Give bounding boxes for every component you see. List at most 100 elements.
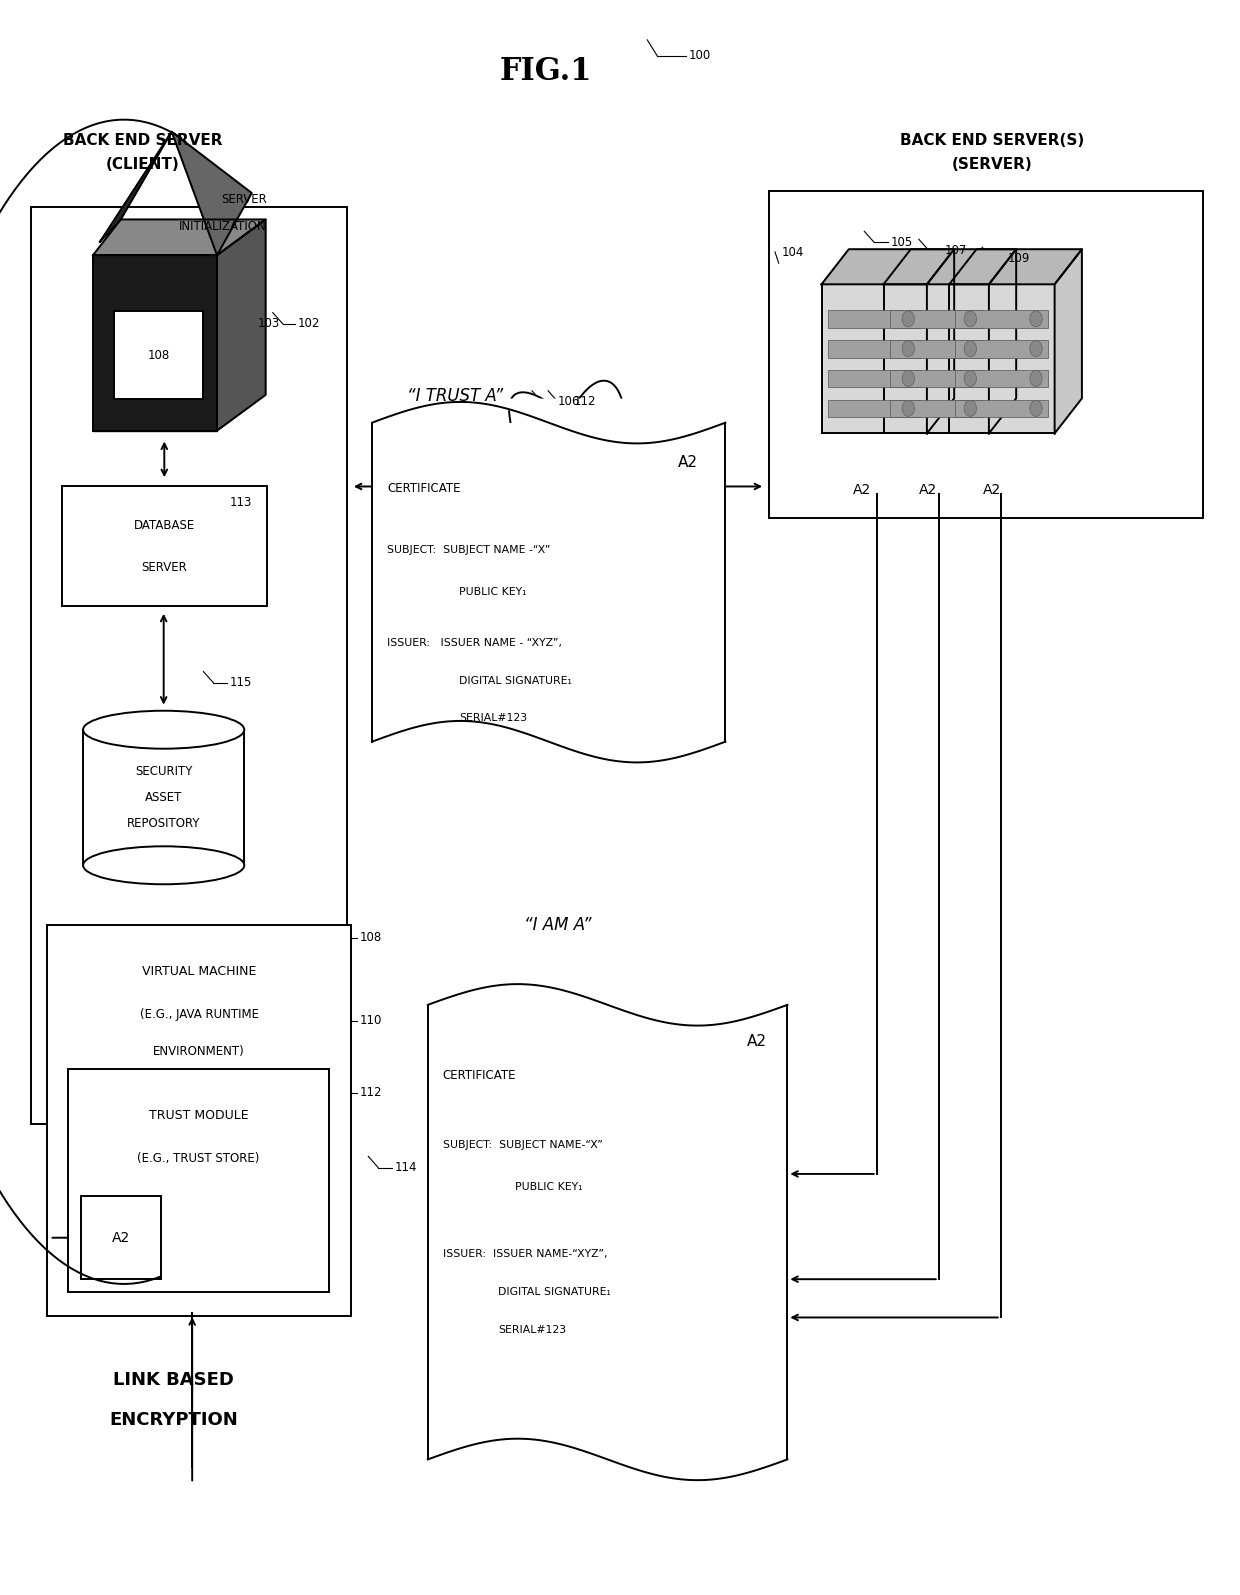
Bar: [62, 486, 267, 606]
Circle shape: [965, 341, 977, 357]
Circle shape: [1029, 370, 1043, 386]
Bar: [956, 399, 1049, 418]
Circle shape: [1029, 311, 1043, 327]
Text: PUBLIC KEY₁: PUBLIC KEY₁: [459, 587, 526, 597]
Text: NETWORK: NETWORK: [551, 461, 615, 474]
Text: VIRTUAL MACHINE: VIRTUAL MACHINE: [141, 965, 257, 978]
Text: ISSUER:   ISSUER NAME - “XYZ”,: ISSUER: ISSUER NAME - “XYZ”,: [387, 638, 562, 648]
Polygon shape: [93, 255, 217, 431]
Text: DIGITAL SIGNATURE₁: DIGITAL SIGNATURE₁: [498, 1287, 611, 1297]
Text: A2: A2: [678, 455, 698, 469]
Text: 114: 114: [394, 1161, 417, 1174]
Text: (E.G., INTERNET): (E.G., INTERNET): [536, 501, 630, 510]
Bar: [950, 284, 1055, 434]
Circle shape: [901, 311, 915, 327]
Circle shape: [901, 370, 915, 386]
Bar: [956, 370, 1049, 388]
Circle shape: [965, 400, 977, 416]
Text: 103: 103: [258, 317, 280, 330]
Text: BACK END SERVER: BACK END SERVER: [63, 132, 222, 148]
Bar: [890, 399, 982, 418]
Text: (CLIENT): (CLIENT): [105, 156, 180, 172]
Text: ENCRYPTION: ENCRYPTION: [109, 1410, 238, 1429]
Ellipse shape: [83, 847, 244, 884]
Text: SERIAL#123: SERIAL#123: [459, 713, 527, 723]
Text: LINK BASED: LINK BASED: [113, 1370, 234, 1389]
Bar: [890, 370, 982, 388]
Polygon shape: [883, 249, 1017, 284]
Polygon shape: [926, 249, 955, 434]
Bar: [47, 925, 351, 1316]
Text: A2: A2: [919, 483, 936, 496]
Polygon shape: [100, 132, 171, 242]
Bar: [890, 340, 982, 357]
Polygon shape: [93, 220, 265, 255]
Circle shape: [901, 400, 915, 416]
Text: “I AM A”: “I AM A”: [525, 916, 591, 935]
Text: 112: 112: [360, 1086, 382, 1099]
Bar: [828, 399, 920, 418]
Text: SUBJECT:  SUBJECT NAME -“X”: SUBJECT: SUBJECT NAME -“X”: [387, 545, 551, 555]
Text: DATABASE: DATABASE: [134, 518, 195, 533]
Text: 105: 105: [890, 236, 913, 249]
Text: REPOSITORY: REPOSITORY: [126, 817, 201, 829]
Polygon shape: [458, 381, 715, 592]
Text: 106: 106: [558, 396, 580, 408]
Text: A2: A2: [746, 1034, 766, 1048]
Text: ISSUER:  ISSUER NAME-“XYZ”,: ISSUER: ISSUER NAME-“XYZ”,: [443, 1249, 608, 1258]
Ellipse shape: [83, 711, 244, 748]
Text: (E.G., TRUST STORE): (E.G., TRUST STORE): [138, 1152, 259, 1164]
Text: 115: 115: [229, 676, 252, 689]
Polygon shape: [990, 249, 1017, 434]
Polygon shape: [217, 220, 265, 431]
Bar: [372, 423, 725, 742]
Text: CERTIFICATE: CERTIFICATE: [443, 1069, 516, 1081]
Bar: [956, 340, 1049, 357]
Text: 108: 108: [360, 931, 382, 944]
Polygon shape: [950, 249, 1081, 284]
Circle shape: [901, 341, 915, 357]
Circle shape: [965, 370, 977, 386]
Bar: [31, 207, 347, 1124]
Bar: [828, 370, 920, 388]
Text: PUBLIC KEY₁: PUBLIC KEY₁: [515, 1182, 582, 1191]
Text: 102: 102: [298, 317, 320, 330]
Text: SERVER: SERVER: [221, 193, 267, 206]
Bar: [81, 1196, 161, 1279]
Polygon shape: [171, 132, 252, 255]
Circle shape: [1029, 341, 1043, 357]
Text: FIG.1: FIG.1: [500, 56, 591, 88]
Bar: [821, 284, 926, 434]
Bar: [828, 309, 920, 327]
Text: 108: 108: [148, 349, 170, 362]
Text: SERVER: SERVER: [141, 560, 187, 574]
Bar: [890, 309, 982, 327]
Polygon shape: [1055, 249, 1081, 434]
Bar: [83, 731, 244, 864]
Text: CERTIFICATE: CERTIFICATE: [387, 482, 460, 494]
Text: “I TRUST A”: “I TRUST A”: [407, 386, 503, 405]
Bar: [956, 309, 1049, 327]
Text: 113: 113: [229, 496, 252, 509]
Polygon shape: [821, 249, 955, 284]
Text: 107: 107: [945, 244, 967, 257]
Text: BACK END SERVER(S): BACK END SERVER(S): [900, 132, 1084, 148]
Text: (E.G., JAVA RUNTIME: (E.G., JAVA RUNTIME: [140, 1008, 258, 1021]
Bar: [883, 284, 990, 434]
Text: SERIAL#123: SERIAL#123: [498, 1325, 567, 1335]
Text: INITIALIZATION: INITIALIZATION: [179, 220, 267, 233]
Text: DIGITAL SIGNATURE₁: DIGITAL SIGNATURE₁: [459, 676, 572, 686]
Text: ENVIRONMENT): ENVIRONMENT): [154, 1045, 244, 1057]
Bar: [428, 1005, 787, 1459]
Text: 100: 100: [688, 49, 711, 62]
Text: TRUST MODULE: TRUST MODULE: [149, 1109, 248, 1121]
Text: 109: 109: [1008, 252, 1030, 265]
Text: SECURITY: SECURITY: [135, 766, 192, 778]
Text: A2: A2: [983, 483, 1001, 496]
Circle shape: [1029, 400, 1043, 416]
Text: (SERVER): (SERVER): [951, 156, 1033, 172]
Text: 104: 104: [781, 246, 804, 258]
Circle shape: [965, 311, 977, 327]
Text: A2: A2: [112, 1231, 130, 1244]
Bar: [68, 1069, 329, 1292]
